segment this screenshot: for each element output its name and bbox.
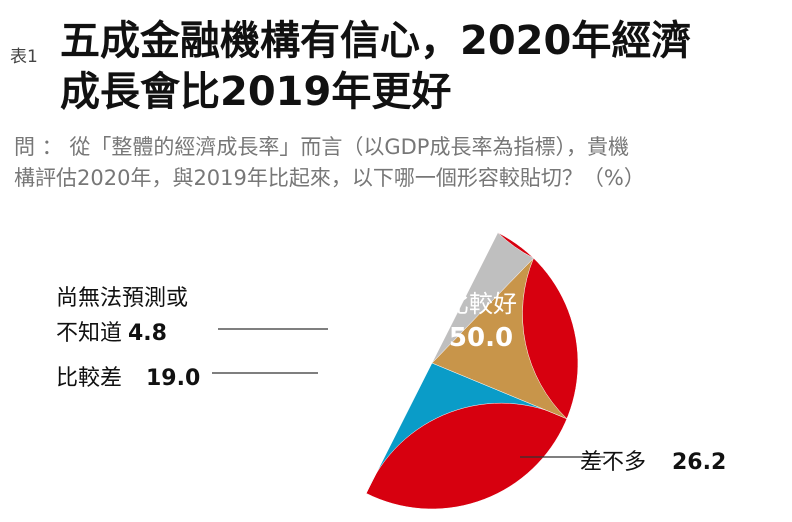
slice-label-unknown-line-2: 不知道 bbox=[56, 321, 122, 346]
slice-label-better: 比較好 bbox=[445, 290, 517, 318]
slice-unknown bbox=[431, 232, 534, 364]
title-line-1: 五成金融機構有信心，2020年經濟 bbox=[60, 18, 692, 64]
slice-worse bbox=[431, 257, 568, 420]
slice-value-unknown: 4.8 bbox=[128, 321, 167, 346]
question-line-2: 構評估2020年，與2019年比起來，以下哪一個形容較貼切？（%） bbox=[14, 166, 645, 190]
slice-label-worse: 比較差 bbox=[56, 366, 122, 391]
slice-value-same: 26.2 bbox=[672, 450, 726, 475]
table-tag: 表1 bbox=[10, 47, 38, 67]
pie-slices bbox=[365, 232, 579, 510]
slice-label-unknown-line-1: 尚無法預測或 bbox=[56, 286, 188, 311]
slice-value-worse: 19.0 bbox=[146, 366, 200, 391]
slice-value-better: 50.0 bbox=[449, 323, 513, 353]
question-line-1: 問 ： 從「整體的經濟成長率」而言（以GDP成長率為指標），貴機 bbox=[14, 135, 629, 159]
slice-labels: 比較好 50.0 差不多 26.2 比較差 19.0 尚無法預測或 不知道 4.… bbox=[56, 286, 726, 475]
leader-lines bbox=[212, 328, 605, 458]
survey-question: 問 ： 從「整體的經濟成長率」而言（以GDP成長率為指標），貴機 構評估2020… bbox=[14, 132, 645, 194]
page-title: 五成金融機構有信心，2020年經濟 成長會比2019年更好 bbox=[60, 16, 691, 118]
title-line-2: 成長會比2019年更好 bbox=[60, 69, 452, 115]
slice-same bbox=[365, 362, 568, 494]
slice-label-same: 差不多 bbox=[580, 450, 646, 475]
